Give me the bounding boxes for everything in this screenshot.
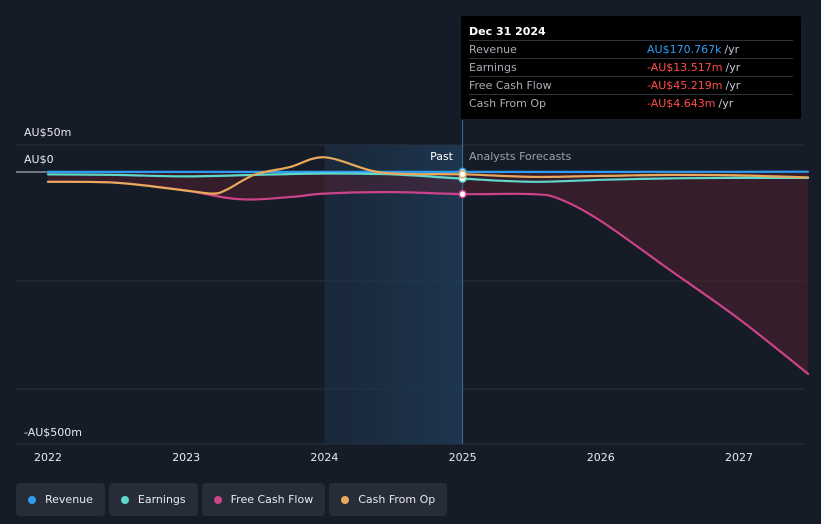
fcf-area-fill xyxy=(48,172,809,374)
x-tick-label: 2027 xyxy=(725,451,753,464)
chart-area: AU$50m AU$0 -AU$500m Past Analysts Forec… xyxy=(16,120,810,464)
legend: Revenue Earnings Free Cash Flow Cash Fro… xyxy=(16,483,448,516)
y-axis-label-top: AU$50m xyxy=(24,126,71,139)
x-tick-label: 2023 xyxy=(172,451,200,464)
legend-item-free-cash-flow[interactable]: Free Cash Flow xyxy=(201,483,326,516)
tooltip-unit: /yr xyxy=(725,79,741,92)
x-tick-label: 2022 xyxy=(34,451,62,464)
legend-dot-icon xyxy=(120,495,129,504)
x-tick-label: 2025 xyxy=(449,451,477,464)
series-line-cash-from-op xyxy=(46,156,810,195)
legend-label: Free Cash Flow xyxy=(230,493,314,506)
tooltip: Dec 31 2024 Revenue AU$170.767k /yr Earn… xyxy=(461,16,801,119)
fcf-area xyxy=(48,172,809,374)
legend-dot-icon xyxy=(341,495,350,504)
tooltip-value: AU$170.767k xyxy=(647,43,722,56)
tooltip-label: Cash From Op xyxy=(469,97,547,110)
tooltip-value: -AU$4.643m xyxy=(647,97,716,110)
series-line-earnings xyxy=(46,172,810,183)
tooltip-unit: /yr xyxy=(725,61,741,74)
tooltip-row-revenue: Revenue AU$170.767k /yr xyxy=(469,40,793,58)
legend-dot-icon xyxy=(213,495,222,504)
marker-free-cash-flow xyxy=(458,189,467,199)
tooltip-unit: /yr xyxy=(724,43,740,56)
forecast-label: Analysts Forecasts xyxy=(469,150,572,163)
y-axis-label-zero: AU$0 xyxy=(24,153,54,166)
marker-cash-from-op xyxy=(458,170,467,179)
x-tick-label: 2024 xyxy=(310,451,338,464)
hover-markers xyxy=(458,167,467,199)
series-lines xyxy=(46,156,810,375)
legend-dot-icon xyxy=(28,495,36,504)
legend-label: Revenue xyxy=(45,493,93,506)
legend-item-earnings[interactable]: Earnings xyxy=(108,483,198,516)
legend-label: Cash From Op xyxy=(358,493,436,506)
x-axis-ticks: 2022 2023 2024 2025 2026 2027 xyxy=(34,451,753,464)
legend-item-cash-from-op[interactable]: Cash From Op xyxy=(329,483,448,516)
y-axis-label-bottom: -AU$500m xyxy=(24,426,82,439)
legend-label: Earnings xyxy=(137,493,186,506)
tooltip-row-earnings: Earnings -AU$13.517m /yr xyxy=(469,58,793,76)
tooltip-label: Free Cash Flow xyxy=(469,79,552,92)
legend-item-revenue[interactable]: Revenue xyxy=(16,483,105,516)
tooltip-label: Earnings xyxy=(469,61,517,74)
tooltip-unit: /yr xyxy=(718,97,734,110)
tooltip-label: Revenue xyxy=(469,43,517,56)
tooltip-value: -AU$13.517m xyxy=(647,61,723,74)
tooltip-row-free-cash-flow: Free Cash Flow -AU$45.219m /yr xyxy=(469,76,793,94)
x-tick-label: 2026 xyxy=(587,451,615,464)
tooltip-date: Dec 31 2024 xyxy=(469,25,546,38)
tooltip-row-cash-from-op: Cash From Op -AU$4.643m /yr xyxy=(469,94,793,112)
past-label: Past xyxy=(430,150,454,163)
tooltip-value: -AU$45.219m xyxy=(647,79,723,92)
past-highlight-region xyxy=(324,145,463,444)
